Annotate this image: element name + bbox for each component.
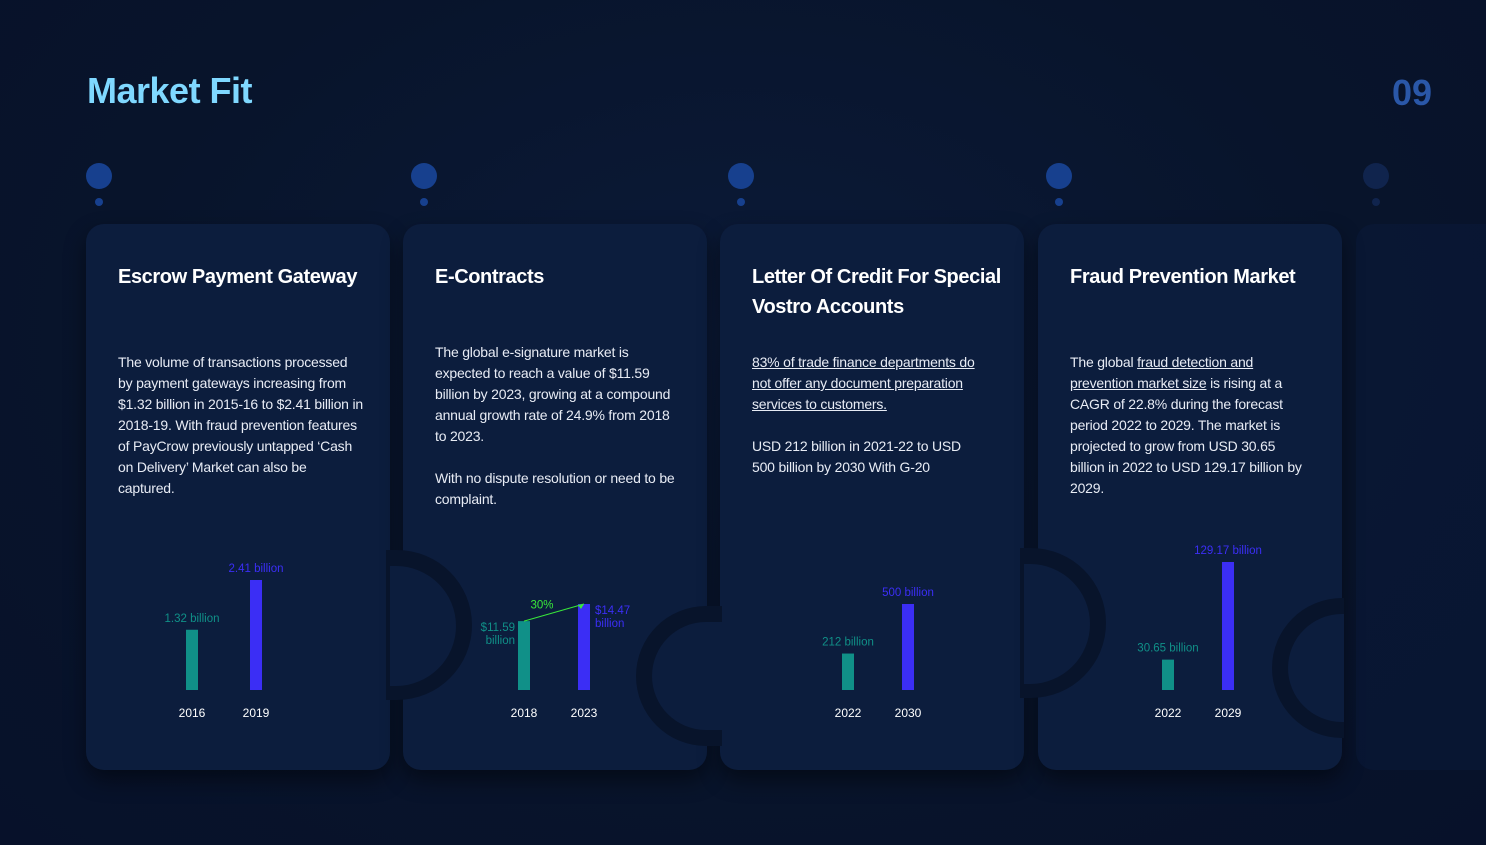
timeline-dot-small (1372, 198, 1380, 206)
card-escrow-payment: Escrow Payment Gateway The volume of tra… (86, 224, 390, 770)
timeline-dot (728, 163, 754, 189)
chart-fraud-prevention: 2022 30.65 billion 2029 129.17 billion (1137, 545, 1262, 720)
data-label: 500 billion (882, 587, 934, 599)
data-label: 2.41 billion (229, 563, 284, 575)
tick-label: 2018 (511, 706, 538, 720)
text-after-link: is rising at a CAGR of 22.8% during the … (1070, 375, 1302, 496)
bar-2022 (842, 653, 854, 690)
card-description: The volume of transactions processed by … (118, 352, 363, 499)
card-letter-of-credit: Letter Of Credit For Special Vostro Acco… (720, 224, 1024, 770)
tick-label: 2022 (1155, 706, 1182, 720)
growth-line (523, 603, 585, 622)
card-description: The global fraud detection and preventio… (1070, 352, 1310, 499)
card-fraud-prevention: Fraud Prevention Market The global fraud… (1038, 224, 1342, 770)
bar-2019 (250, 580, 262, 690)
tick-label: 2029 (1215, 706, 1242, 720)
timeline-dot-small (1055, 198, 1063, 206)
bar-2018 (518, 621, 530, 690)
data-label: 30.65 billion (1137, 643, 1198, 655)
tick-label: 2023 (571, 706, 598, 720)
fraud-market-link[interactable]: fraud detection and prevention market si… (1070, 354, 1254, 391)
data-label: billion (486, 635, 515, 647)
bar-2030 (902, 604, 914, 690)
card-paragraph: The volume of transactions processed by … (118, 354, 363, 496)
data-label: $11.59 (481, 622, 515, 634)
bar-2022 (1162, 659, 1174, 690)
timeline-dot-small (737, 198, 745, 206)
page-title: Market Fit (87, 70, 253, 111)
bar-2023 (578, 604, 590, 690)
data-label: 129.17 billion (1194, 545, 1262, 557)
card-title: Letter Of Credit For Special Vostro Acco… (752, 266, 1001, 318)
tick-label: 2019 (243, 706, 270, 720)
timeline-dot (411, 163, 437, 189)
data-label: 212 billion (822, 637, 874, 649)
card-paragraph: The global e-signature market is expecte… (435, 344, 671, 444)
growth-arrowhead (578, 604, 584, 609)
page-number: 09 (1392, 72, 1433, 113)
timeline-dot-small (420, 198, 428, 206)
chart-escrow: 2016 1.32 billion 2019 2.41 billion (165, 563, 284, 720)
data-label: 1.32 billion (165, 613, 220, 625)
text-before-link: The global (1070, 354, 1138, 370)
tick-label: 2016 (179, 706, 206, 720)
card-description: 83% of trade finance departments do not … (752, 352, 987, 478)
tick-label: 2030 (895, 706, 922, 720)
chart-letter-of-credit: 2022 212 billion 2030 500 billion (822, 587, 934, 720)
card-e-contracts: E-Contracts The global e-signature marke… (403, 224, 707, 770)
timeline-dot (86, 163, 112, 189)
card-title: E-Contracts (435, 266, 544, 288)
card-description: The global e-signature market is expecte… (435, 342, 680, 510)
card-title: Fraud Prevention Market (1070, 266, 1296, 288)
card-paragraph: The global fraud detection and preventio… (1070, 352, 1310, 499)
data-label: $14.47 (595, 605, 630, 617)
bar-2029 (1222, 562, 1234, 690)
timeline-dot (1363, 163, 1389, 189)
trade-finance-link[interactable]: 83% of trade finance departments do not … (752, 354, 975, 412)
card-paragraph: USD 212 billion in 2021-22 to USD 500 bi… (752, 438, 961, 475)
timeline-dot (1046, 163, 1072, 189)
growth-annotation: 30% (530, 600, 553, 612)
partial-card (1356, 224, 1486, 770)
card-title: Escrow Payment Gateway (118, 266, 358, 288)
timeline-dot-small (95, 198, 103, 206)
tick-label: 2022 (835, 706, 862, 720)
bar-2016 (186, 629, 198, 690)
card-paragraph: With no dispute resolution or need to be… (435, 470, 675, 507)
data-label: billion (595, 618, 624, 630)
